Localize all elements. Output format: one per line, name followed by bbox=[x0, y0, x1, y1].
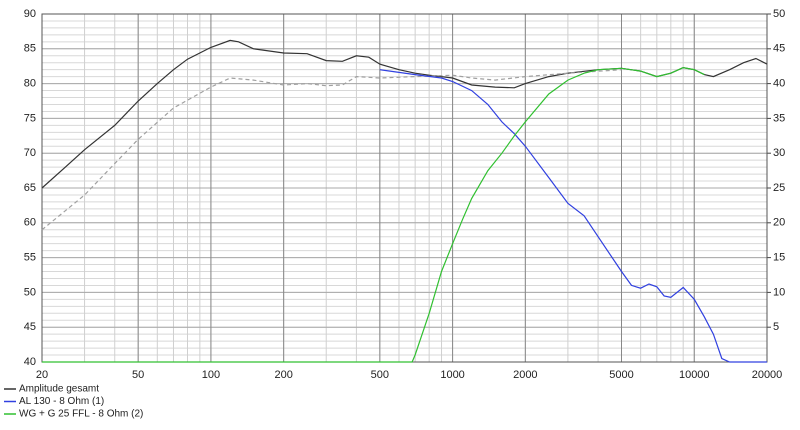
x-tick-label: 50 bbox=[132, 369, 144, 381]
y-tick-label: 40 bbox=[24, 356, 36, 368]
x-tick-label: 2000 bbox=[513, 369, 537, 381]
y2-tick-label: 20 bbox=[773, 217, 785, 229]
y-tick-label: 80 bbox=[24, 78, 36, 90]
x-tick-label: 200 bbox=[274, 369, 292, 381]
y-tick-label: 60 bbox=[24, 217, 36, 229]
series-line bbox=[379, 69, 767, 363]
y2-tick-label: 40 bbox=[773, 78, 785, 90]
x-tick-label: 20000 bbox=[752, 369, 783, 381]
series-line bbox=[42, 66, 705, 363]
y2-tick-label: 10 bbox=[773, 286, 785, 298]
x-tick-label: 1000 bbox=[440, 369, 464, 381]
legend-label: WG + G 25 FFL - 8 Ohm (2) bbox=[19, 409, 143, 420]
y-tick-label: 45 bbox=[24, 321, 36, 333]
legend-label: AL 130 - 8 Ohm (1) bbox=[19, 396, 104, 407]
y2-tick-label: 45 bbox=[773, 43, 785, 55]
x-tick-label: 5000 bbox=[609, 369, 633, 381]
y-tick-label: 50 bbox=[24, 286, 36, 298]
y-tick-label: 55 bbox=[24, 252, 36, 264]
y2-tick-label: 35 bbox=[773, 112, 785, 124]
y2-tick-label: 25 bbox=[773, 182, 785, 194]
x-tick-label: 10000 bbox=[679, 369, 710, 381]
y2-tick-label: 15 bbox=[773, 252, 785, 264]
legend-label: Amplitude gesamt bbox=[19, 384, 99, 395]
x-tick-label: 100 bbox=[202, 369, 220, 381]
y-tick-label: 70 bbox=[24, 147, 36, 159]
y2-tick-label: 50 bbox=[773, 8, 785, 20]
y2-tick-label: 30 bbox=[773, 147, 785, 159]
y-tick-label: 85 bbox=[24, 43, 36, 55]
x-tick-label: 500 bbox=[371, 369, 389, 381]
y2-tick-label: 5 bbox=[773, 321, 779, 333]
y-tick-label: 65 bbox=[24, 182, 36, 194]
y-tick-label: 90 bbox=[24, 8, 36, 20]
series-line bbox=[41, 69, 622, 231]
y-tick-label: 75 bbox=[24, 112, 36, 124]
x-tick-label: 20 bbox=[36, 369, 48, 381]
